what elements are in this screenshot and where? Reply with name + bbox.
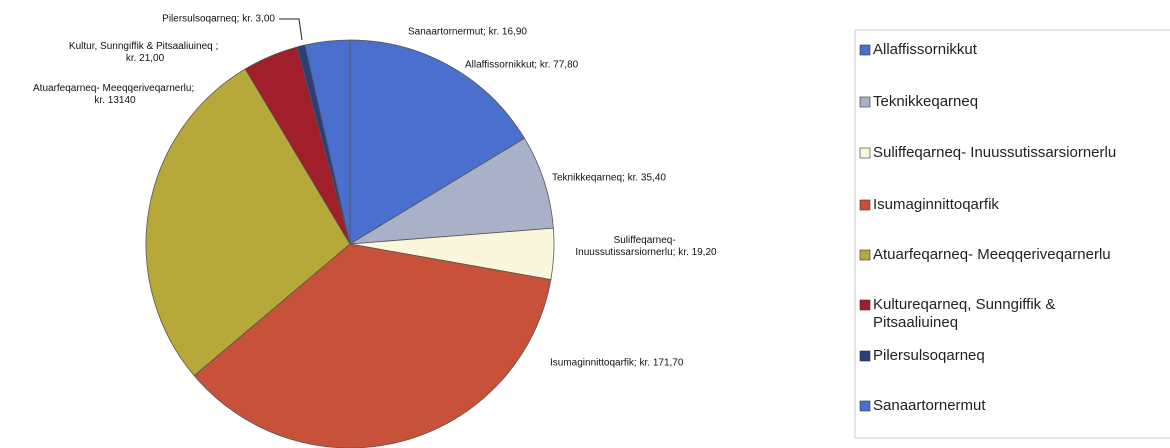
legend-swatch xyxy=(859,299,871,311)
slice-label: Allaffissornikkut; kr. 77,80 xyxy=(465,60,579,71)
slice-label: Isumaginnittoqarfik; kr. 171,70 xyxy=(550,358,684,369)
pie-slice xyxy=(304,39,351,245)
slice-label: Atuarfeqarneq- Meeqqeriveqarnerlu; kr. 1… xyxy=(33,83,197,106)
legend-label: Kultureqarneq, Sunngiffik & Pitsaaliuine… xyxy=(873,296,1060,331)
pie-slice xyxy=(349,137,554,245)
pie-slice xyxy=(193,243,552,448)
legend-swatch xyxy=(859,199,871,211)
legend-swatch xyxy=(859,350,871,362)
legend-swatch xyxy=(859,400,871,412)
legend-label: Allaffissornikkut xyxy=(873,41,978,58)
legend-label: Isumaginnittoqarfik xyxy=(873,196,999,213)
slice-label: Sanaartornermut; kr. 16,90 xyxy=(408,27,527,38)
slice-label: Teknikkeqarneq; kr. 35,40 xyxy=(552,173,666,184)
pie-slice xyxy=(145,68,351,377)
slice-label: Pilersulsoqarneq; kr. 3,00 xyxy=(162,14,275,25)
legend-label: Teknikkeqarneq xyxy=(873,93,978,110)
legend-swatch xyxy=(859,147,871,159)
legend-label: Suliffeqarneq- Inuussutissarsiornerlu xyxy=(873,144,1116,161)
legend-label: Sanaartornermut xyxy=(873,397,986,414)
legend-swatch xyxy=(859,249,871,261)
legend-swatch xyxy=(859,44,871,56)
slice-label: Suliffeqarneq- Inuussutissarsiornerlu; k… xyxy=(575,235,717,258)
leader-line xyxy=(279,18,303,41)
slice-label: Kultur, Sunngiffik & Pitsaaliuineq ; kr.… xyxy=(69,41,221,64)
legend-box xyxy=(854,29,1170,439)
pie-slice xyxy=(349,39,526,245)
legend-label: Atuarfeqarneq- Meeqqeriveqarnerlu xyxy=(873,246,1111,263)
legend-swatch xyxy=(859,96,871,108)
legend-label: Pilersulsoqarneq xyxy=(873,347,985,364)
